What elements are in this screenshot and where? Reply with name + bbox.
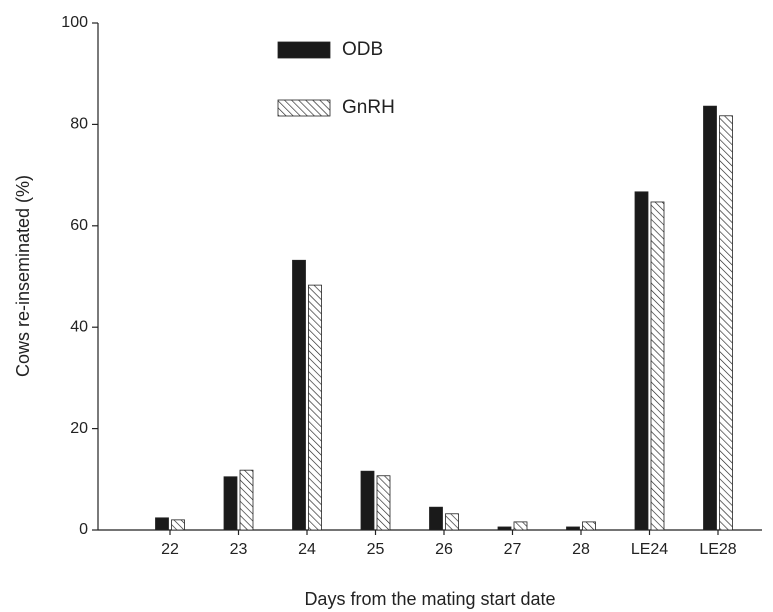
bar [360, 470, 375, 531]
x-tick-label: 28 [572, 541, 590, 558]
legend-swatch [277, 41, 331, 59]
y-tick-label: 0 [79, 521, 88, 538]
bar [292, 259, 306, 531]
bar [719, 115, 733, 531]
legend-swatch [277, 99, 331, 117]
y-tick-label: 100 [61, 14, 88, 31]
x-axis-label: Days from the mating start date [304, 589, 555, 609]
x-tick-label: 24 [298, 541, 316, 558]
bar [497, 526, 512, 531]
bar [513, 521, 528, 531]
bar [429, 506, 443, 531]
x-tick-label: 23 [230, 541, 248, 558]
bar [223, 476, 238, 531]
y-tick-label: 40 [70, 318, 88, 335]
bar [171, 519, 185, 531]
x-tick-label: LE28 [699, 541, 736, 558]
bar [582, 521, 596, 531]
y-axis-label: Cows re-inseminated (%) [13, 175, 33, 377]
bar [239, 469, 254, 531]
y-tick-label: 60 [70, 217, 88, 234]
y-tick-label: 20 [70, 420, 88, 437]
x-tick-label: LE24 [631, 541, 668, 558]
bar [566, 526, 580, 531]
y-tick-label: 80 [70, 116, 88, 133]
bar [445, 513, 459, 531]
bar [376, 475, 391, 531]
bar [703, 105, 717, 531]
bar [308, 284, 322, 531]
legend-label: GnRH [342, 97, 395, 118]
x-tick-label: 27 [504, 541, 522, 558]
legend-label: ODB [342, 39, 383, 60]
bar [650, 201, 665, 531]
bar [155, 517, 169, 531]
x-tick-label: 26 [435, 541, 453, 558]
bar [634, 191, 649, 531]
x-tick-label: 25 [367, 541, 385, 558]
x-tick-label: 22 [161, 541, 179, 558]
